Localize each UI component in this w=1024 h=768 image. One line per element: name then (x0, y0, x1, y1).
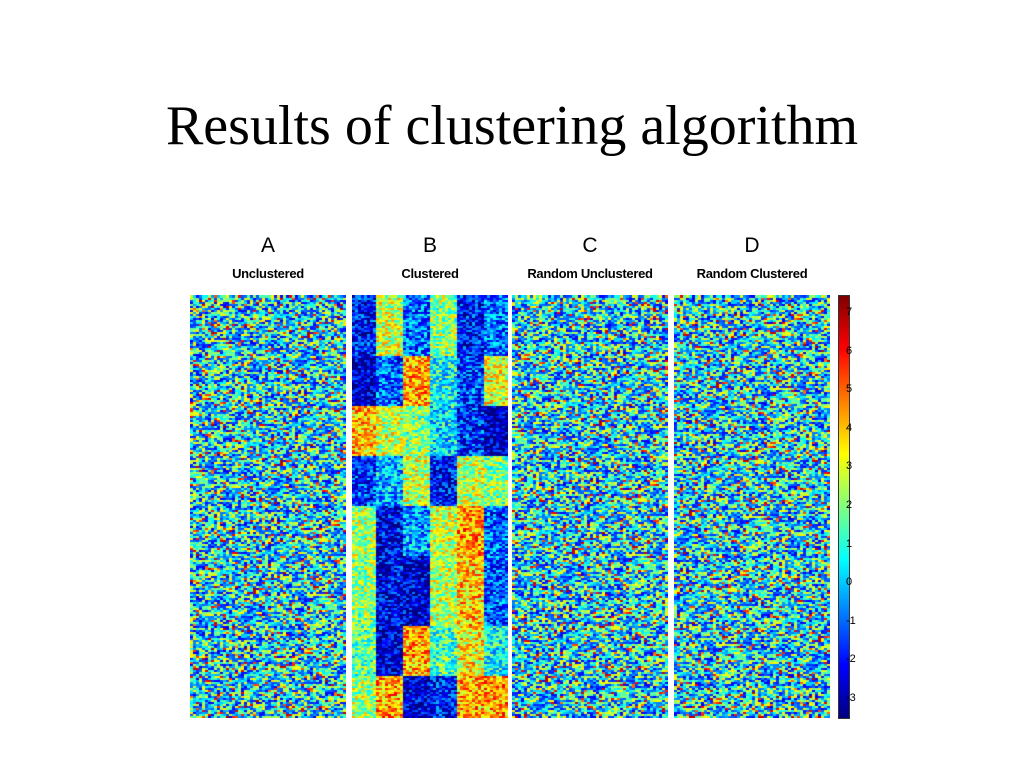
heatmap-unclustered (190, 295, 346, 718)
colorbar-tick: 5 (846, 383, 853, 396)
colorbar-tick: 1 (846, 537, 853, 550)
panel-letter: A (260, 234, 275, 257)
panel-letter: D (744, 234, 760, 257)
panel-label: Random Clustered (696, 266, 808, 281)
colorbar-tick: -2 (846, 653, 856, 666)
heatmap-random-clustered (674, 295, 830, 718)
slide-title: Results of clustering algorithm (165, 95, 859, 157)
heatmap-clustered (352, 295, 508, 718)
colorbar-tick: 2 (846, 499, 853, 511)
colorbar (838, 295, 850, 719)
colorbar-tick: 3 (846, 460, 853, 473)
panel-letter: B (422, 234, 437, 257)
panel-label: Random Unclustered (527, 266, 653, 281)
panel-letter: C (582, 234, 598, 257)
panel-label: Clustered (401, 266, 459, 281)
colorbar-tick: 0 (846, 576, 853, 589)
colorbar-tick: 4 (846, 421, 853, 434)
panel-label: Unclustered (232, 266, 304, 281)
colorbar-tick: -1 (846, 614, 856, 627)
heatmap-random-unclustered (512, 295, 668, 718)
colorbar-tick: -3 (846, 692, 856, 704)
colorbar-tick: 6 (846, 344, 853, 357)
colorbar-tick: 7 (846, 306, 853, 318)
